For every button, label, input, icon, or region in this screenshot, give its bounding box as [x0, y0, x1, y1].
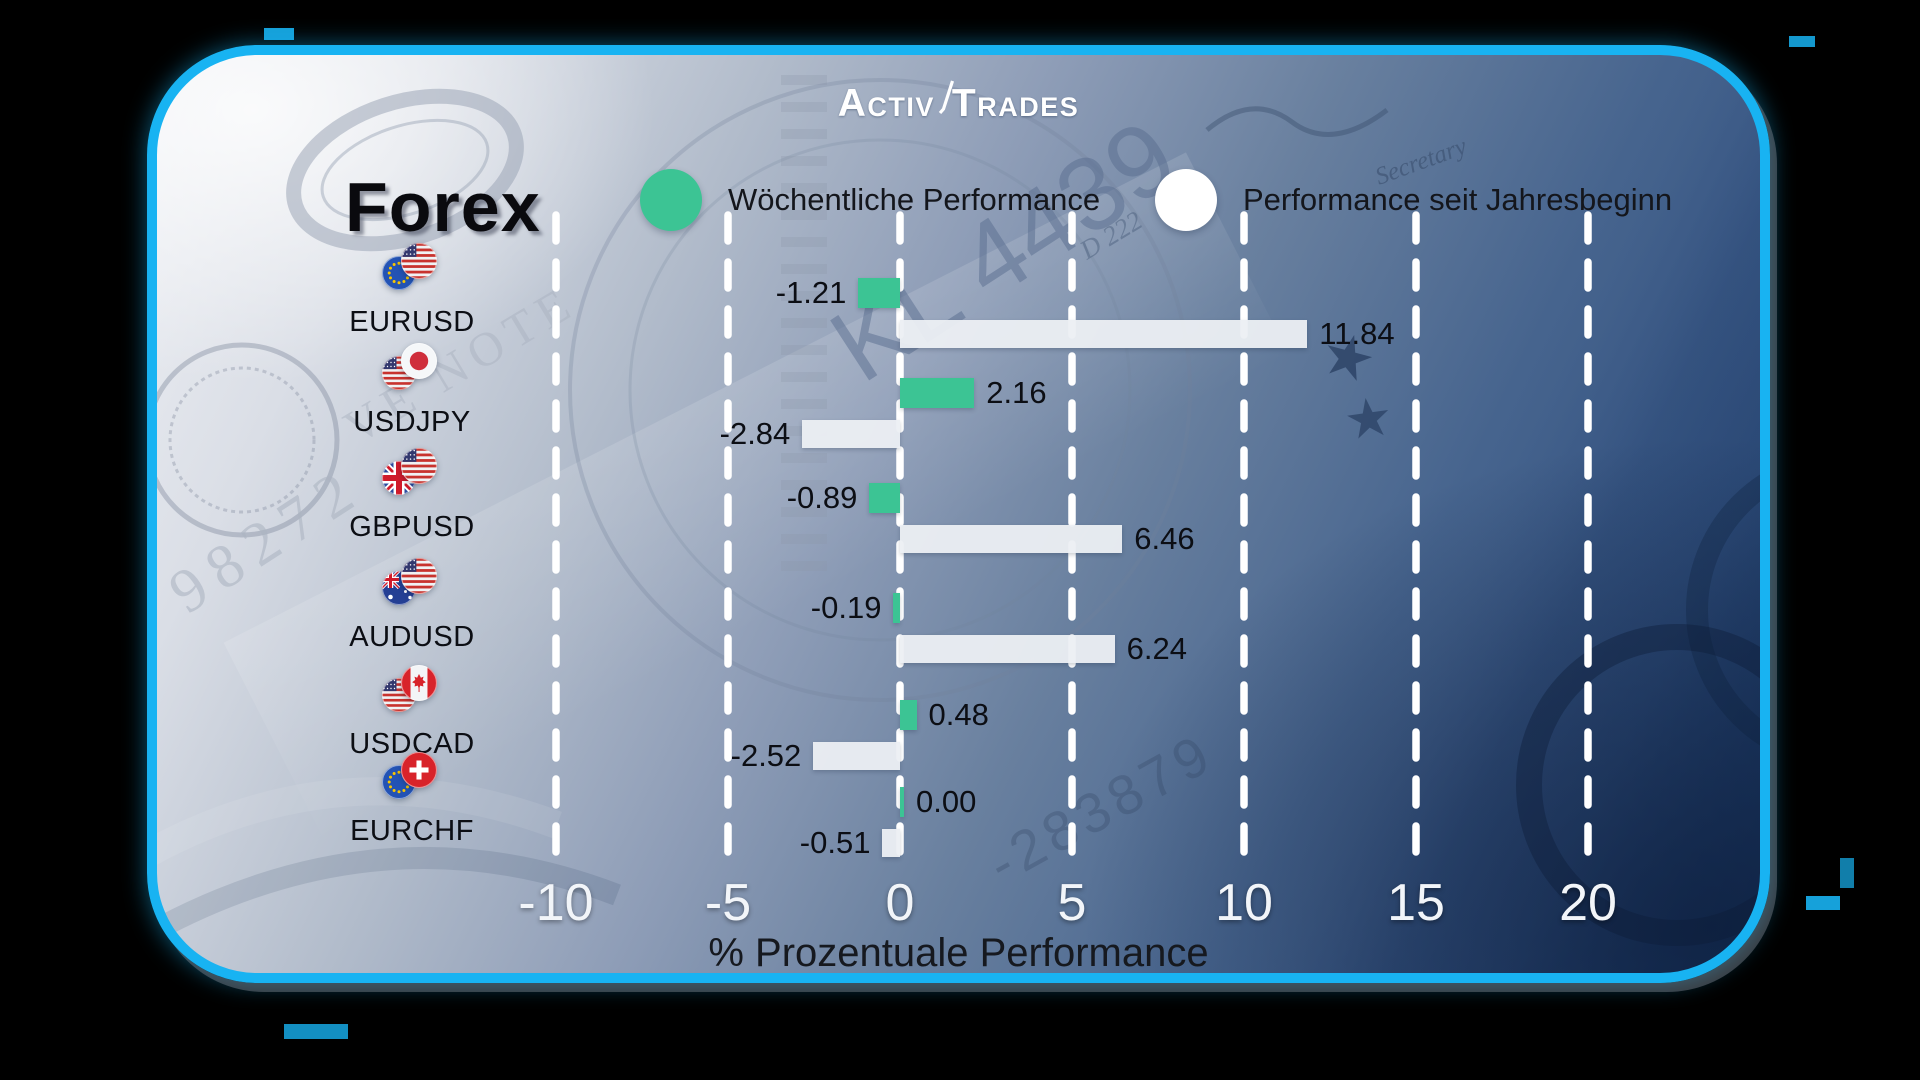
ch-flag-icon [401, 752, 437, 788]
pair-label-eurchf: EURCHF [350, 815, 474, 847]
ytd-legend-dot-icon [1155, 169, 1217, 231]
flag-pair-gbpusd [382, 448, 440, 500]
value-label-ytd-eurchf: -0.51 [799, 825, 871, 860]
bar-ytd-eurchf [882, 829, 900, 857]
us-flag-icon [382, 356, 416, 390]
value-label-ytd-audusd: 6.24 [1126, 631, 1187, 666]
flag-pair-usdcad [382, 665, 440, 717]
value-label-ytd-gbpusd: 6.46 [1134, 521, 1195, 556]
us-flag-icon [382, 678, 416, 712]
value-label-weekly-eurchf: 0.00 [916, 784, 977, 819]
ca-flag-icon [401, 665, 437, 701]
x-tick-label: 5 [1057, 874, 1087, 932]
flag-pair-eurusd [382, 243, 440, 295]
plot-area: -10 -5 0 5 10 15 20 EURUSD -1.21 11.84 USDJPY 2.16 -… [157, 55, 1760, 973]
glitch-pixel [1806, 896, 1840, 910]
flag-pair-usdjpy [382, 343, 440, 395]
glitch-pixel [1789, 36, 1815, 47]
x-tick-label: 0 [885, 874, 915, 932]
bar-weekly-usdcad [900, 700, 917, 730]
value-label-weekly-usdcad: 0.48 [928, 697, 989, 732]
infographic-card: 98272 VE NOTE KL 4439 D 222 Secretary -2… [147, 45, 1770, 983]
x-tick-label: 10 [1215, 874, 1273, 932]
pair-label-usdjpy: USDJPY [353, 406, 471, 438]
x-tick-label: -5 [704, 874, 752, 932]
value-label-ytd-usdjpy: -2.84 [719, 416, 791, 451]
x-tick-label: -10 [518, 874, 594, 932]
us-flag-icon [401, 558, 437, 594]
bar-ytd-audusd [900, 635, 1115, 663]
bar-weekly-eurusd [858, 278, 900, 308]
flag-pair-audusd [382, 558, 440, 610]
bar-ytd-usdcad [813, 742, 900, 770]
bar-ytd-usdjpy [802, 420, 900, 448]
chart-legend: Wöchentliche Performance Performance sei… [157, 168, 1760, 232]
value-label-weekly-usdjpy: 2.16 [986, 375, 1047, 410]
brand-logo-right: Trades [951, 82, 1080, 125]
weekly-legend-dot-icon [640, 169, 702, 231]
legend-label: Performance seit Jahresbeginn [1243, 182, 1673, 217]
page-title: Forex [345, 168, 541, 246]
value-label-weekly-audusd: -0.19 [810, 590, 882, 625]
glitch-pixel [264, 28, 294, 40]
x-axis-title: % Prozentuale Performance [708, 931, 1209, 975]
glitch-pixel [284, 1024, 348, 1039]
bar-ytd-gbpusd [900, 525, 1123, 553]
logo-slash-icon [938, 80, 954, 115]
glitch-pixel [1840, 858, 1854, 888]
jp-flag-icon [401, 343, 437, 379]
value-label-weekly-gbpusd: -0.89 [786, 480, 858, 515]
bar-ytd-eurusd [900, 320, 1308, 348]
x-tick-label: 20 [1559, 874, 1617, 932]
legend-item-ytd: Performance seit Jahresbeginn [1155, 168, 1672, 232]
bar-weekly-usdjpy [900, 378, 975, 408]
bar-weekly-gbpusd [869, 483, 900, 513]
brand-logo-left: Activ [837, 82, 935, 125]
pair-label-gbpusd: GBPUSD [349, 511, 475, 543]
pair-label-eurusd: EURUSD [349, 306, 475, 338]
value-label-ytd-usdcad: -2.52 [730, 738, 802, 773]
brand-logo: Activ Trades [157, 79, 1760, 126]
pair-label-audusd: AUDUSD [349, 621, 475, 653]
value-label-weekly-eurusd: -1.21 [775, 275, 847, 310]
us-flag-icon [401, 448, 437, 484]
legend-item-weekly: Wöchentliche Performance [640, 168, 1100, 232]
flag-pair-eurchf [382, 752, 440, 804]
x-tick-label: 15 [1387, 874, 1445, 932]
value-label-ytd-eurusd: 11.84 [1319, 316, 1395, 351]
bar-weekly-eurchf [900, 787, 904, 817]
legend-label: Wöchentliche Performance [728, 182, 1101, 217]
us-flag-icon [401, 243, 437, 279]
bar-weekly-audusd [893, 593, 900, 623]
